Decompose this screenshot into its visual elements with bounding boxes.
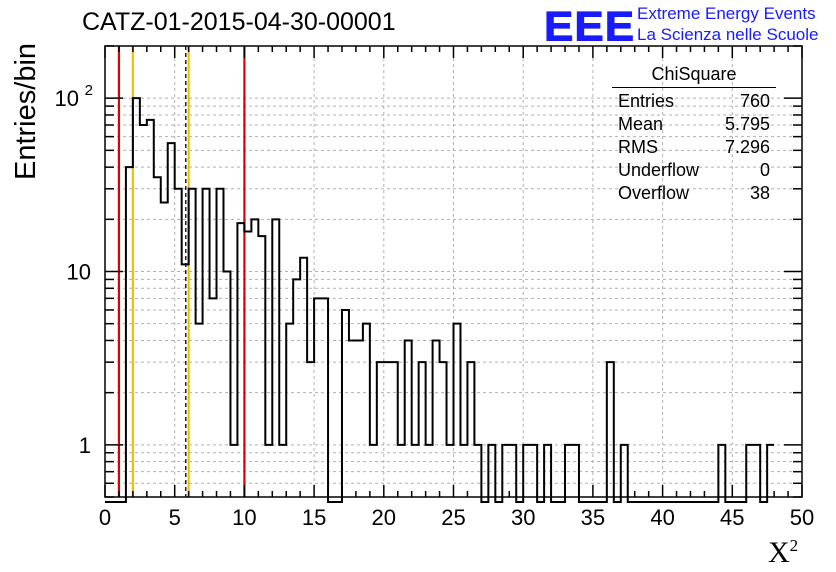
x-tick-label: 0 — [99, 505, 111, 530]
chart-title: CATZ-01-2015-04-30-00001 — [82, 8, 396, 36]
stats-value: 7.296 — [724, 137, 770, 157]
y-tick-label: 1 — [79, 433, 91, 458]
y-tick-label: 10 — [55, 86, 79, 111]
x-tick-label: 30 — [511, 505, 535, 530]
x-tick-label: 10 — [232, 505, 256, 530]
logo-tagline-2: La Scienza nelle Scuole — [637, 25, 819, 44]
stats-value: 5.795 — [724, 114, 770, 134]
eee-logo: EEE — [543, 3, 636, 50]
stats-row: RMS 7.296 — [612, 136, 776, 159]
x-tick-label: 45 — [720, 505, 744, 530]
stats-label: Entries — [618, 91, 675, 111]
logo-tagline-1: Extreme Energy Events — [637, 4, 816, 23]
stats-label: Underflow — [618, 160, 700, 180]
y-axis-label: Entries/bin — [10, 42, 42, 180]
x-axis-label-base: X — [768, 536, 790, 569]
y-tick-label: 10 — [67, 260, 91, 285]
stats-row: Entries 760 — [612, 90, 776, 113]
histogram-series — [105, 97, 775, 503]
stats-row: Overflow 38 — [612, 182, 776, 205]
x-tick-label: 35 — [581, 505, 605, 530]
x-axis-label-exponent: 2 — [789, 536, 799, 555]
stats-label: RMS — [618, 137, 658, 157]
stats-title: ChiSquare — [612, 64, 776, 88]
x-tick-label: 15 — [302, 505, 326, 530]
stats-label: Mean — [618, 114, 664, 134]
stats-label: Overflow — [618, 183, 690, 203]
x-tick-label: 40 — [650, 505, 674, 530]
y-tick-label-exponent: 2 — [85, 82, 93, 99]
x-tick-label: 50 — [790, 505, 814, 530]
x-tick-label: 20 — [372, 505, 396, 530]
stats-value: 38 — [749, 183, 770, 203]
stats-value: 760 — [739, 91, 770, 111]
stats-value: 0 — [759, 160, 770, 180]
x-tick-label: 5 — [169, 505, 181, 530]
stats-box: ChiSquare Entries 760 Mean 5.795 RMS 7.296 … — [612, 64, 776, 205]
x-axis-label: X2 — [768, 536, 798, 570]
x-tick-label: 25 — [441, 505, 465, 530]
stats-row: Mean 5.795 — [612, 113, 776, 136]
stats-row: Underflow 0 — [612, 159, 776, 182]
axis-ticks: 0 5 10 15 20 25 30 35 40 45 50 1 10 10 2 — [55, 45, 814, 530]
